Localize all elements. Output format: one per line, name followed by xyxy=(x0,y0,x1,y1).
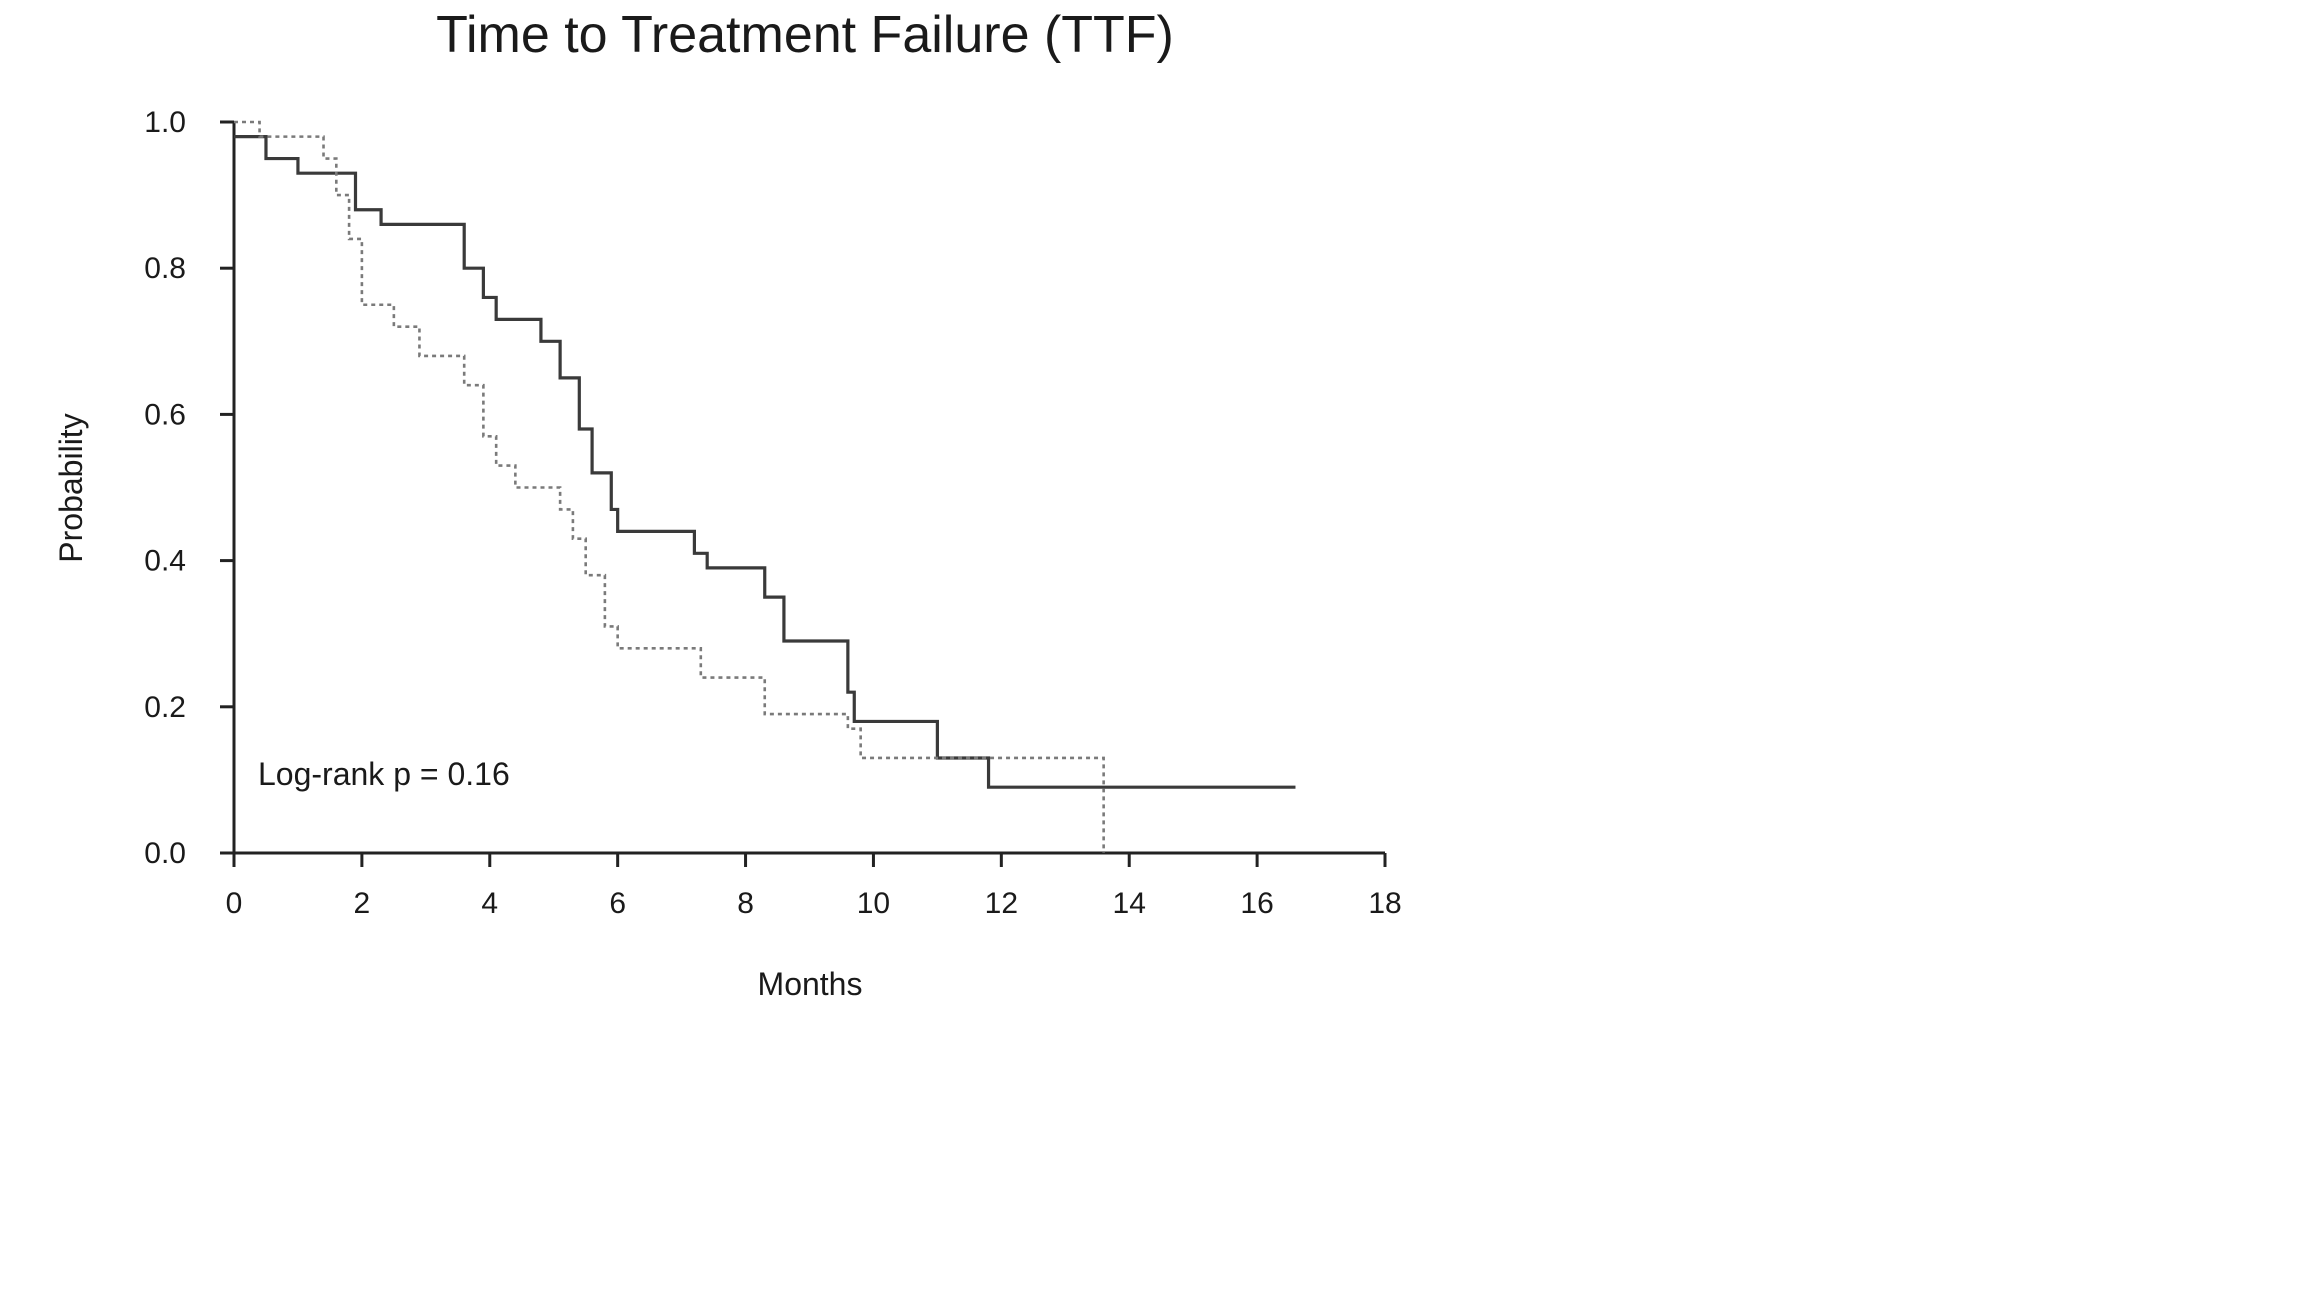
x-tick-label: 14 xyxy=(1113,887,1146,920)
y-tick-label: 1.0 xyxy=(144,106,186,139)
x-tick-label: 16 xyxy=(1240,887,1273,920)
x-tick-label: 2 xyxy=(354,887,371,920)
dotted-survival-curve xyxy=(234,120,1105,853)
x-tick-label: 0 xyxy=(226,887,243,920)
chart-title: Time to Treatment Failure (TTF) xyxy=(436,6,1174,64)
y-tick-label: 0.0 xyxy=(144,837,186,870)
y-tick-label: 0.8 xyxy=(144,252,186,285)
x-tick-label: 6 xyxy=(609,887,626,920)
series-group xyxy=(234,120,1296,853)
log-rank-annotation: Log-rank p = 0.16 xyxy=(258,756,510,792)
x-tick-label: 4 xyxy=(481,887,498,920)
x-axis-label: Months xyxy=(758,966,863,1002)
x-tick-label: 18 xyxy=(1368,887,1401,920)
x-tick-label: 10 xyxy=(857,887,890,920)
y-tick-label: 0.2 xyxy=(144,691,186,724)
y-axis-label: Probability xyxy=(53,413,89,562)
x-ticks-group: 0 2 4 6 8 10 12 14 16 18 xyxy=(226,853,1402,920)
y-tick-label: 0.6 xyxy=(144,398,186,431)
y-ticks-group: 0.0 0.2 0.4 0.6 0.8 1.0 xyxy=(144,106,234,870)
axes-group xyxy=(232,122,1385,855)
x-tick-label: 12 xyxy=(985,887,1018,920)
x-tick-label: 8 xyxy=(737,887,754,920)
solid-survival-curve xyxy=(234,135,1296,789)
y-tick-label: 0.4 xyxy=(144,545,186,578)
